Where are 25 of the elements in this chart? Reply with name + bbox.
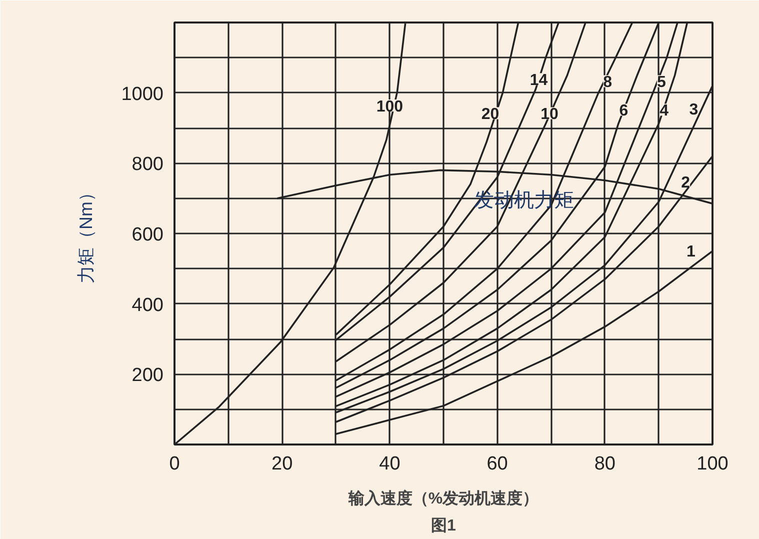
annotation: 14 [530, 72, 548, 90]
annotation: 2 [681, 174, 690, 192]
annotation: 1 [686, 243, 696, 260]
annotation: 3 [689, 102, 698, 119]
annotation: 10 [540, 106, 558, 124]
y-tick-label: 1000 [121, 84, 164, 105]
y-tick-label: 200 [132, 365, 164, 386]
x-tick-label: 20 [272, 454, 293, 474]
y-tick-label: 800 [132, 154, 164, 176]
x-tick-label: 40 [379, 454, 400, 474]
x-tick-label: 100 [696, 454, 728, 474]
caption: 图1 [431, 518, 456, 534]
annotation: 100 [376, 98, 404, 116]
y-tick-label: 600 [132, 224, 164, 246]
annotation: 5 [656, 74, 666, 92]
annotation: 20 [481, 106, 500, 124]
y-tick-label: 400 [132, 294, 164, 316]
x-tick-label: 0 [169, 454, 180, 474]
annotation: 6 [619, 102, 628, 120]
x-axis-title: 输入速度（%发动机速度） [347, 488, 539, 508]
y-axis-title: 力矩（Nm） [76, 183, 96, 284]
x-tick-label: 80 [594, 454, 616, 474]
annotation: 8 [603, 74, 612, 92]
annotation: 4 [660, 102, 669, 120]
x-tick-label: 60 [486, 454, 508, 474]
